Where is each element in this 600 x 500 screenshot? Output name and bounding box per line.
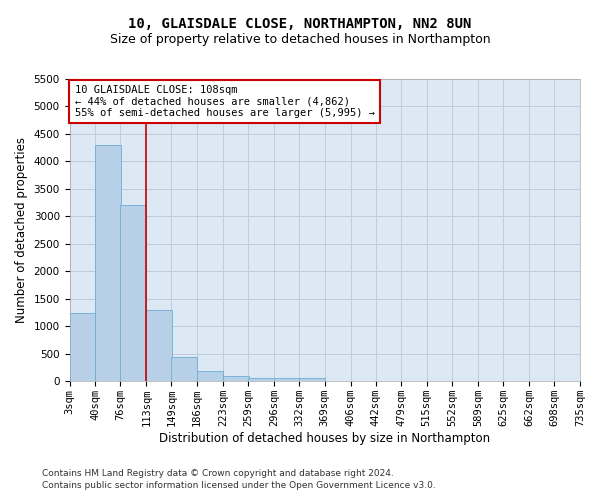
Text: Size of property relative to detached houses in Northampton: Size of property relative to detached ho… (110, 32, 490, 46)
X-axis label: Distribution of detached houses by size in Northampton: Distribution of detached houses by size … (159, 432, 490, 445)
Text: Contains HM Land Registry data © Crown copyright and database right 2024.: Contains HM Land Registry data © Crown c… (42, 468, 394, 477)
Bar (299, 378, 325, 382)
Bar (248, 378, 274, 382)
Text: 10, GLAISDALE CLOSE, NORTHAMPTON, NN2 8UN: 10, GLAISDALE CLOSE, NORTHAMPTON, NN2 8U… (128, 18, 472, 32)
Y-axis label: Number of detached properties: Number of detached properties (15, 137, 28, 323)
Bar (223, 376, 249, 382)
Bar (95, 145, 121, 382)
Text: 10 GLAISDALE CLOSE: 108sqm
← 44% of detached houses are smaller (4,862)
55% of s: 10 GLAISDALE CLOSE: 108sqm ← 44% of deta… (74, 85, 374, 118)
Text: Contains public sector information licensed under the Open Government Licence v3: Contains public sector information licen… (42, 481, 436, 490)
Bar (121, 206, 146, 382)
Bar (172, 356, 197, 382)
Bar (146, 310, 172, 382)
Bar (70, 312, 95, 382)
Bar (197, 370, 223, 382)
Bar (274, 378, 299, 382)
